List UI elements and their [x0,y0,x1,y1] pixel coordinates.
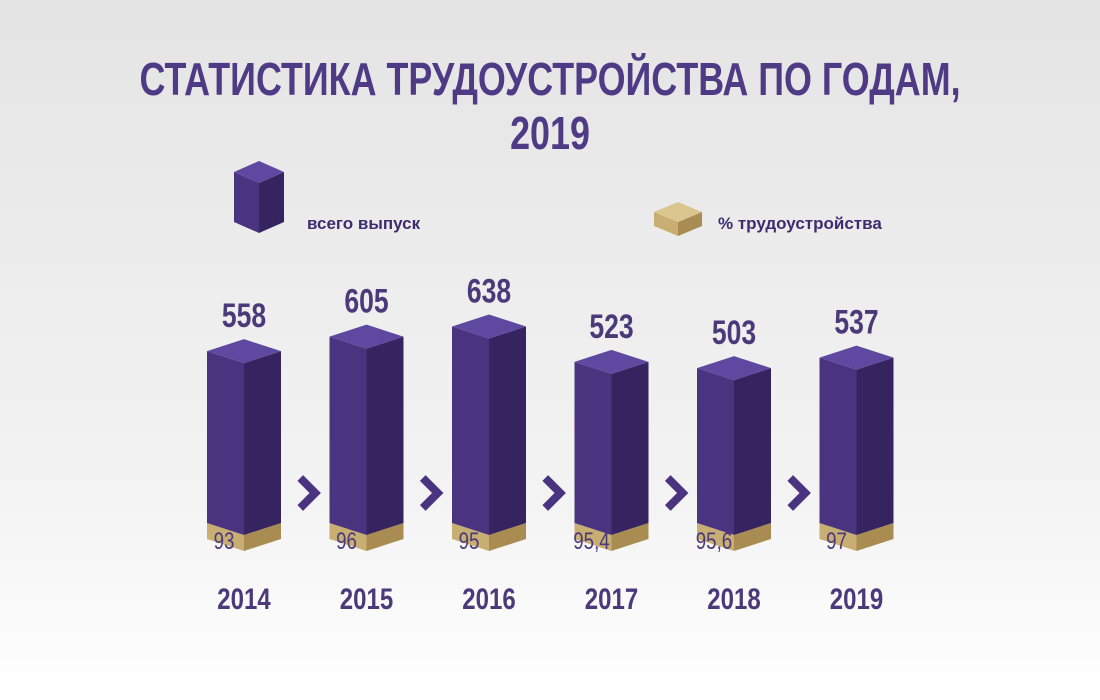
percent-value-label: 95,4 [573,528,609,555]
year-label: 2019 [830,581,883,615]
percent-block-left-face [329,523,367,551]
total-value-label: 605 [344,283,388,321]
total-value-label: 537 [834,303,878,341]
total-bar-right-face [856,357,894,535]
total-bar-left-face [574,361,612,535]
bar-2015: 605 96 2015 [329,283,404,616]
legend-icon-total-top-face [234,161,284,183]
legend-label-total: всего выпуск [307,214,421,233]
percent-value-label: 93 [214,528,235,555]
legend-icon-percent-right-face [678,212,702,236]
percent-value-label: 95 [459,528,480,555]
percent-block-right-face [244,523,281,551]
total-value-label: 523 [589,308,633,346]
legend-icon-total-left-face [234,172,259,233]
total-bar-top-face [819,345,894,370]
total-bar [452,314,526,535]
total-bar-left-face [697,368,734,535]
total-bar [207,339,281,535]
chevron-arrow-icon [419,475,444,511]
percent-block-left-face [574,523,612,551]
year-label: 2017 [585,581,638,615]
chevron-arrow-icon [664,475,689,511]
total-bar [329,324,404,535]
chart-title: СТАТИСТИКА ТРУДОУСТРОЙСТВА ПО ГОДАМ, 201… [139,53,961,159]
percent-value-label: 96 [336,528,357,555]
total-bar-top-face [574,349,649,374]
year-label: 2014 [217,581,270,615]
bar-2016: 638 95 2016 [452,272,526,616]
total-bar-right-face [244,351,281,535]
percent-value-label: 97 [826,528,847,555]
total-bar-top-face [697,356,771,381]
total-bar-top-face [207,339,281,364]
percent-block-right-face [366,523,404,551]
total-value-label: 558 [222,297,266,335]
bars-group: 558 93 2014 605 96 2015 638 95 2016 523 95,4 2017 50… [207,272,894,616]
legend-icon-percent-top-face [654,202,702,222]
chevron-arrow-icon [542,475,566,511]
percent-block-right-face [856,523,894,551]
total-bar-right-face [366,336,404,535]
year-label: 2016 [462,581,515,615]
total-bar-top-face [329,324,404,349]
total-value-label: 638 [467,272,511,310]
total-bar-left-face [452,326,489,535]
total-bar-left-face [329,336,367,535]
legend-icon-percent [654,202,702,236]
percent-value-label: 95,6 [696,528,732,555]
legend-icon-total [234,161,284,233]
total-value-label: 503 [712,314,756,352]
total-bar-left-face [819,357,857,535]
total-bar [574,349,649,535]
percent-block-right-face [489,523,526,551]
chevron-arrow-icon [297,475,321,511]
legend-icon-percent-left-face [654,212,678,236]
legend [234,161,702,236]
bar-2019: 537 97 2019 [819,303,894,616]
percent-block-right-face [734,523,771,551]
year-label: 2015 [340,581,393,615]
percent-block-left-face [819,523,857,551]
percent-block-right-face [611,523,649,551]
chevron-arrow-icon [787,475,811,511]
total-bar-right-face [489,326,526,535]
bar-2018: 503 95,6 2018 [696,314,771,616]
percent-block-left-face [452,523,489,551]
percent-block-left-face [697,523,734,551]
total-bar [819,345,894,535]
total-bar-top-face [452,314,526,339]
percent-block-left-face [207,523,244,551]
total-bar [697,356,771,535]
legend-label-percent: % трудоустройства [718,214,882,233]
legend-icon-total-right-face [259,172,284,233]
total-bar-right-face [734,368,771,535]
year-label: 2018 [707,581,760,615]
bar-2017: 523 95,4 2017 [573,308,649,616]
total-bar-left-face [207,351,244,535]
bar-2014: 558 93 2014 [207,297,281,616]
total-bar-right-face [611,361,649,535]
